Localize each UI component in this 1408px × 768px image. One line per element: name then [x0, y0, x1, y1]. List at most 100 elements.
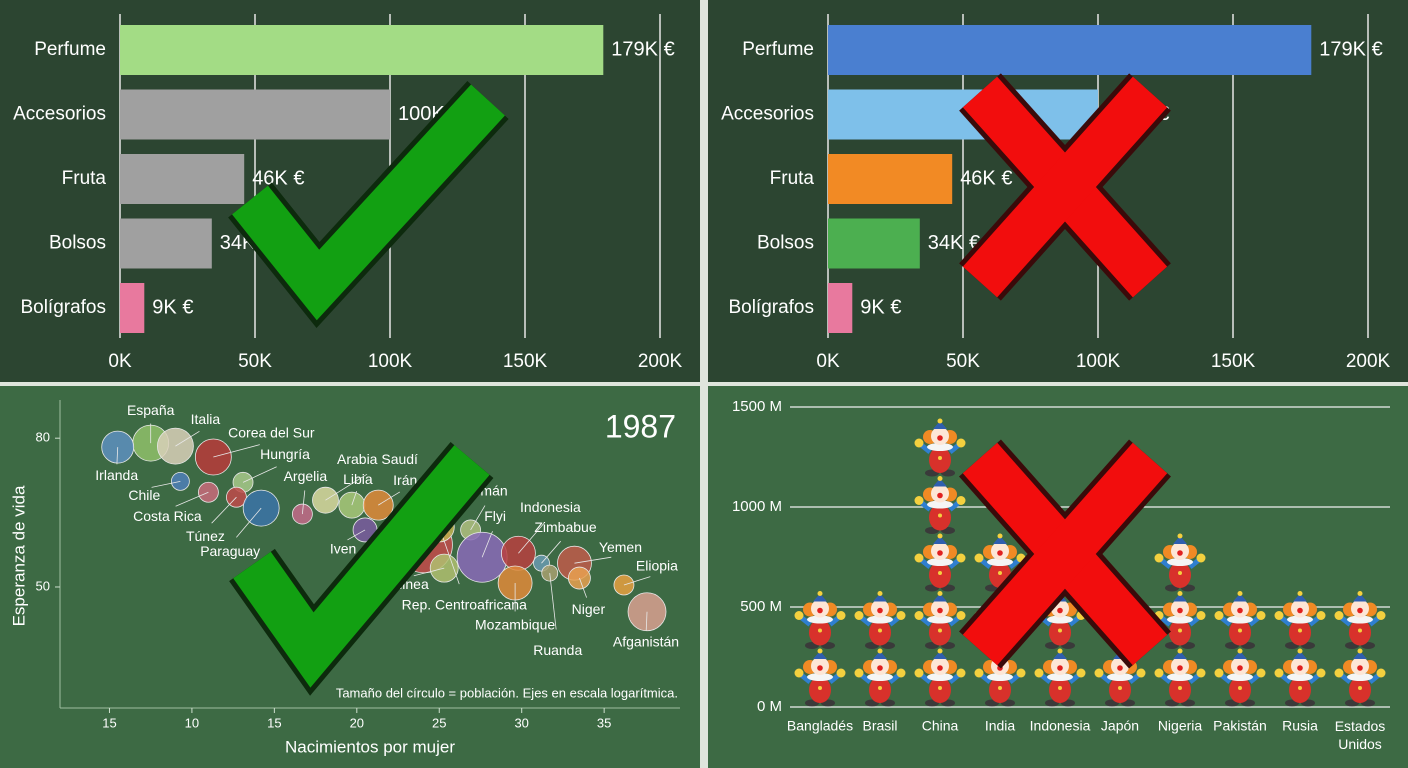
cross-stroke [962, 76, 1168, 298]
category-label-line: Estados [1335, 718, 1386, 734]
point-label: Mozambique [475, 617, 555, 633]
point-label: Iven [330, 541, 356, 557]
y-tick-label: 1500 M [732, 398, 782, 415]
clown-nose [1237, 607, 1243, 614]
clown-pom [937, 533, 943, 539]
clown-pom [937, 418, 943, 424]
x-tick-label: 100K [1076, 351, 1121, 372]
clown-button [1058, 628, 1062, 633]
clown-collar [927, 673, 953, 681]
x-tick-label: 0K [816, 351, 840, 372]
leader-line [481, 531, 493, 558]
point-label: Argelia [284, 468, 328, 484]
clown-hand [1274, 668, 1284, 678]
point-label: Paraguay [200, 543, 260, 559]
point-label: Irlanda [95, 467, 138, 483]
clown-hat [1293, 593, 1307, 602]
category-label: Accesorios [13, 104, 106, 125]
x-tick-label: 200K [1346, 351, 1391, 372]
category-label: Pakistán [1213, 718, 1267, 734]
overlays [228, 73, 1171, 696]
value-label: 34K € [928, 232, 980, 254]
clown-hand [1196, 553, 1206, 563]
clown-collar [1167, 558, 1193, 566]
clown-hand [914, 668, 924, 678]
leader-line [518, 522, 545, 554]
clown-hat [1233, 593, 1247, 602]
clown-button [1178, 628, 1182, 633]
clown-pom [1297, 591, 1303, 596]
clown-pom [1357, 648, 1363, 654]
clown-nose [1297, 607, 1303, 614]
clown-pom [1237, 591, 1243, 596]
y-axis-title: Esperanza de vida [9, 485, 28, 626]
clown-hand [1256, 611, 1266, 620]
category-label: Brasil [862, 718, 897, 734]
pictogram-stack [1154, 533, 1206, 707]
point-label: Indonesia [520, 499, 581, 515]
clown-nose [877, 607, 883, 614]
clown-nose [1057, 665, 1063, 671]
clown-hand [956, 553, 966, 563]
clown-button [1298, 628, 1302, 633]
clown-collar [927, 500, 953, 509]
x-tick-label: 200K [638, 351, 683, 372]
clown-button [1238, 628, 1242, 633]
leader-line [541, 540, 561, 564]
leader-line [351, 491, 358, 506]
bar [120, 283, 145, 333]
clown-collar [1107, 673, 1133, 681]
clown-button [818, 628, 822, 633]
clown-button [938, 686, 942, 690]
clown-nose [1177, 607, 1183, 614]
leader-line [574, 556, 612, 564]
clown-hand [1316, 611, 1326, 620]
leader-line [151, 480, 181, 488]
point-label: Chile [128, 487, 160, 503]
pictogram-stack [1034, 591, 1086, 707]
clown-collar [927, 558, 953, 566]
clown-hand [1094, 668, 1104, 678]
clown-pom [817, 648, 823, 654]
leader-line [242, 466, 277, 483]
clown-collar [1167, 673, 1193, 681]
category-label: Bolsos [49, 233, 106, 254]
clown-collar [807, 615, 833, 624]
clown-collar [807, 673, 833, 681]
clown-hat [873, 593, 887, 602]
x-tick-label: 50K [238, 351, 272, 372]
clown-hand [1376, 611, 1386, 620]
x-tick-label: 25 [432, 715, 446, 730]
clown-collar [1047, 673, 1073, 681]
point-label: Zimbabue [534, 519, 596, 535]
clown-pom [937, 648, 943, 654]
clown-hand [1214, 668, 1224, 678]
clown-pom [1177, 533, 1183, 539]
value-label: 46K € [960, 167, 1012, 189]
point-label: Ruanda [533, 642, 582, 658]
point-label: Túnez [186, 528, 225, 544]
x-tick-label: 150K [503, 351, 548, 372]
y-tick-label: 500 M [740, 598, 782, 615]
category-label: Accesorios [721, 104, 814, 125]
clown-hand [914, 553, 924, 563]
clown-button [1058, 686, 1062, 690]
leader-line [301, 490, 306, 515]
clown-hand [1256, 668, 1266, 678]
clown-hand [1154, 553, 1164, 563]
point-label: Hungría [260, 446, 310, 462]
clown-hand [794, 611, 804, 620]
clown-collar [1047, 615, 1073, 624]
clown-nose [1057, 607, 1063, 614]
category-label: Japón [1101, 718, 1139, 734]
clown-hand [1076, 668, 1086, 678]
clown-hat [1173, 651, 1187, 659]
clown-nose [817, 665, 823, 671]
bar [120, 89, 390, 140]
clown-hand [896, 611, 906, 620]
clown-collar [927, 615, 953, 624]
clown-hand [836, 668, 846, 678]
category-label: Indonesia [1030, 718, 1091, 734]
